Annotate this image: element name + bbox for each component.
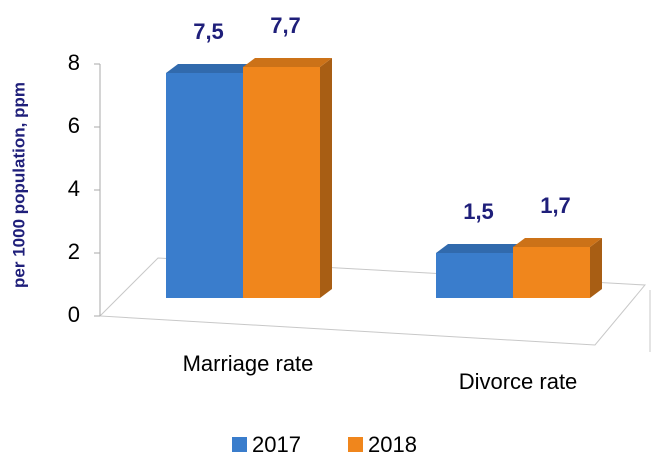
legend-label: 2018: [368, 432, 417, 457]
legend-label: 2017: [252, 432, 301, 457]
bar: [166, 73, 243, 298]
y-axis-label: per 1000 population, ppm: [9, 82, 28, 288]
bar-top: [436, 244, 525, 253]
y-tick-label: 4: [68, 176, 80, 201]
bar: [513, 247, 590, 298]
y-tick-label: 0: [68, 302, 80, 327]
bar: [243, 67, 320, 298]
y-tick-label: 2: [68, 239, 80, 264]
bar-top: [513, 238, 602, 247]
x-tick-label: Divorce rate: [459, 369, 578, 394]
value-label: 1,7: [540, 193, 571, 218]
legend-swatch: [232, 437, 247, 452]
x-tick-label: Marriage rate: [183, 351, 314, 376]
value-label: 7,5: [193, 19, 224, 44]
floor: [98, 257, 647, 346]
value-label: 1,5: [463, 199, 494, 224]
bar: [436, 253, 513, 298]
legend-swatch: [348, 437, 363, 452]
value-label: 7,7: [270, 13, 301, 38]
y-tick-label: 6: [68, 113, 80, 138]
bar-top: [243, 58, 332, 67]
bar-top: [166, 64, 255, 73]
bar-side: [590, 238, 602, 298]
y-tick-label: 8: [68, 50, 80, 75]
bar-side: [320, 58, 332, 298]
